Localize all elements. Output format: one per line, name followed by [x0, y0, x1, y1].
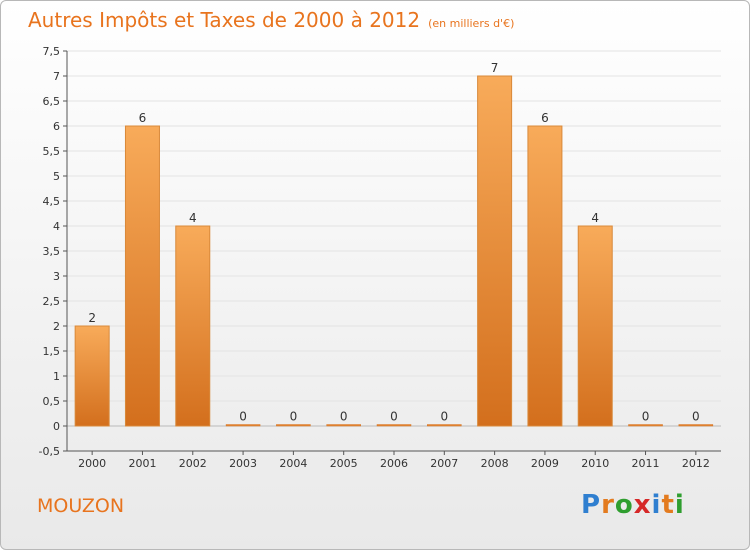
bars [74, 75, 714, 427]
data-label-2009: 6 [541, 111, 549, 125]
y-tick-label: 7 [53, 70, 60, 83]
grid-lines [67, 50, 721, 452]
data-label-2004: 0 [290, 410, 298, 424]
bar-2002 [175, 225, 211, 427]
y-tick-label: 2 [53, 320, 60, 333]
chart-title: Autres Impôts et Taxes de 2000 à 2012 (en… [28, 8, 514, 32]
y-tick-label: 2,5 [43, 295, 61, 308]
logo-letter: o [614, 490, 634, 520]
bar-2003 [225, 424, 261, 427]
data-label-2006: 0 [390, 410, 398, 424]
data-label-2000: 2 [88, 311, 96, 325]
commune-name: MOUZON [37, 495, 125, 517]
title-unit: (en milliers d'€) [428, 17, 515, 30]
logo-letter: P [581, 490, 602, 520]
data-label-2011: 0 [642, 410, 650, 424]
x-tick-label: 2002 [179, 457, 207, 470]
y-tick-label: 3,5 [43, 245, 61, 258]
bar-2010 [577, 225, 613, 427]
x-tick-label: 2004 [279, 457, 307, 470]
y-tick-label: 4 [53, 220, 60, 233]
x-tick-label: 2010 [581, 457, 609, 470]
x-tick-label: 2008 [481, 457, 509, 470]
y-tick-label: 5,5 [43, 145, 61, 158]
x-tick-label: 2001 [128, 457, 156, 470]
x-tick-label: 2009 [531, 457, 559, 470]
x-tick-label: 2003 [229, 457, 257, 470]
bar-2011 [628, 424, 663, 427]
proxiti-logo[interactable]: Proxiti [581, 490, 685, 520]
logo-letter: i [674, 490, 685, 520]
bar-2000 [74, 325, 110, 427]
x-tick-label: 2007 [430, 457, 458, 470]
y-tick-label: 6,5 [43, 95, 61, 108]
logo-letter: i [651, 490, 662, 520]
x-tick-label: 2005 [330, 457, 358, 470]
bar-2001 [124, 125, 160, 427]
bar-2005 [326, 424, 361, 427]
data-labels: 2 6 4 0 0 0 0 0 7 6 4 0 0 [88, 61, 699, 424]
title-text: Autres Impôts et Taxes de 2000 à 2012 [28, 8, 421, 32]
y-tick-label: 5 [53, 170, 60, 183]
data-label-2005: 0 [340, 410, 348, 424]
x-tick-label: 2011 [632, 457, 660, 470]
x-tick-label: 2012 [682, 457, 710, 470]
y-tick-label: 1 [53, 370, 60, 383]
bar-2012 [678, 424, 714, 427]
y-tick-label: 1,5 [43, 345, 61, 358]
logo-letter: r [601, 490, 615, 520]
x-tick-label: 2006 [380, 457, 408, 470]
bar-2004 [276, 424, 311, 427]
logo-letter: x [633, 490, 652, 520]
y-axis: -0,5 0 0,5 1 1,5 2 2,5 3 3,5 4 4,5 5 5,5 6 6,5 7 7,5 [39, 45, 68, 458]
y-tick-label: 0,5 [43, 395, 61, 408]
y-tick-label: 7,5 [43, 45, 61, 58]
data-label-2007: 0 [440, 410, 448, 424]
x-tick-label: 2000 [78, 457, 106, 470]
bar-2006 [376, 424, 412, 427]
logo-letter: t [661, 490, 675, 520]
bar-2008 [477, 75, 513, 427]
bar-2007 [427, 424, 462, 427]
y-tick-label: 0 [53, 420, 60, 433]
data-label-2008: 7 [491, 61, 499, 75]
y-tick-label: -0,5 [39, 445, 60, 458]
x-axis: 2000 2001 2002 2003 2004 2005 2006 2007 2008 2009… [67, 450, 721, 470]
data-label-2012: 0 [692, 410, 700, 424]
data-label-2010: 4 [591, 211, 599, 225]
y-tick-label: 6 [53, 120, 60, 133]
bar-2009 [527, 125, 563, 427]
y-tick-label: 3 [53, 270, 60, 283]
data-label-2003: 0 [239, 410, 247, 424]
data-label-2002: 4 [189, 211, 197, 225]
data-label-2001: 6 [139, 111, 147, 125]
y-tick-label: 4,5 [43, 195, 61, 208]
